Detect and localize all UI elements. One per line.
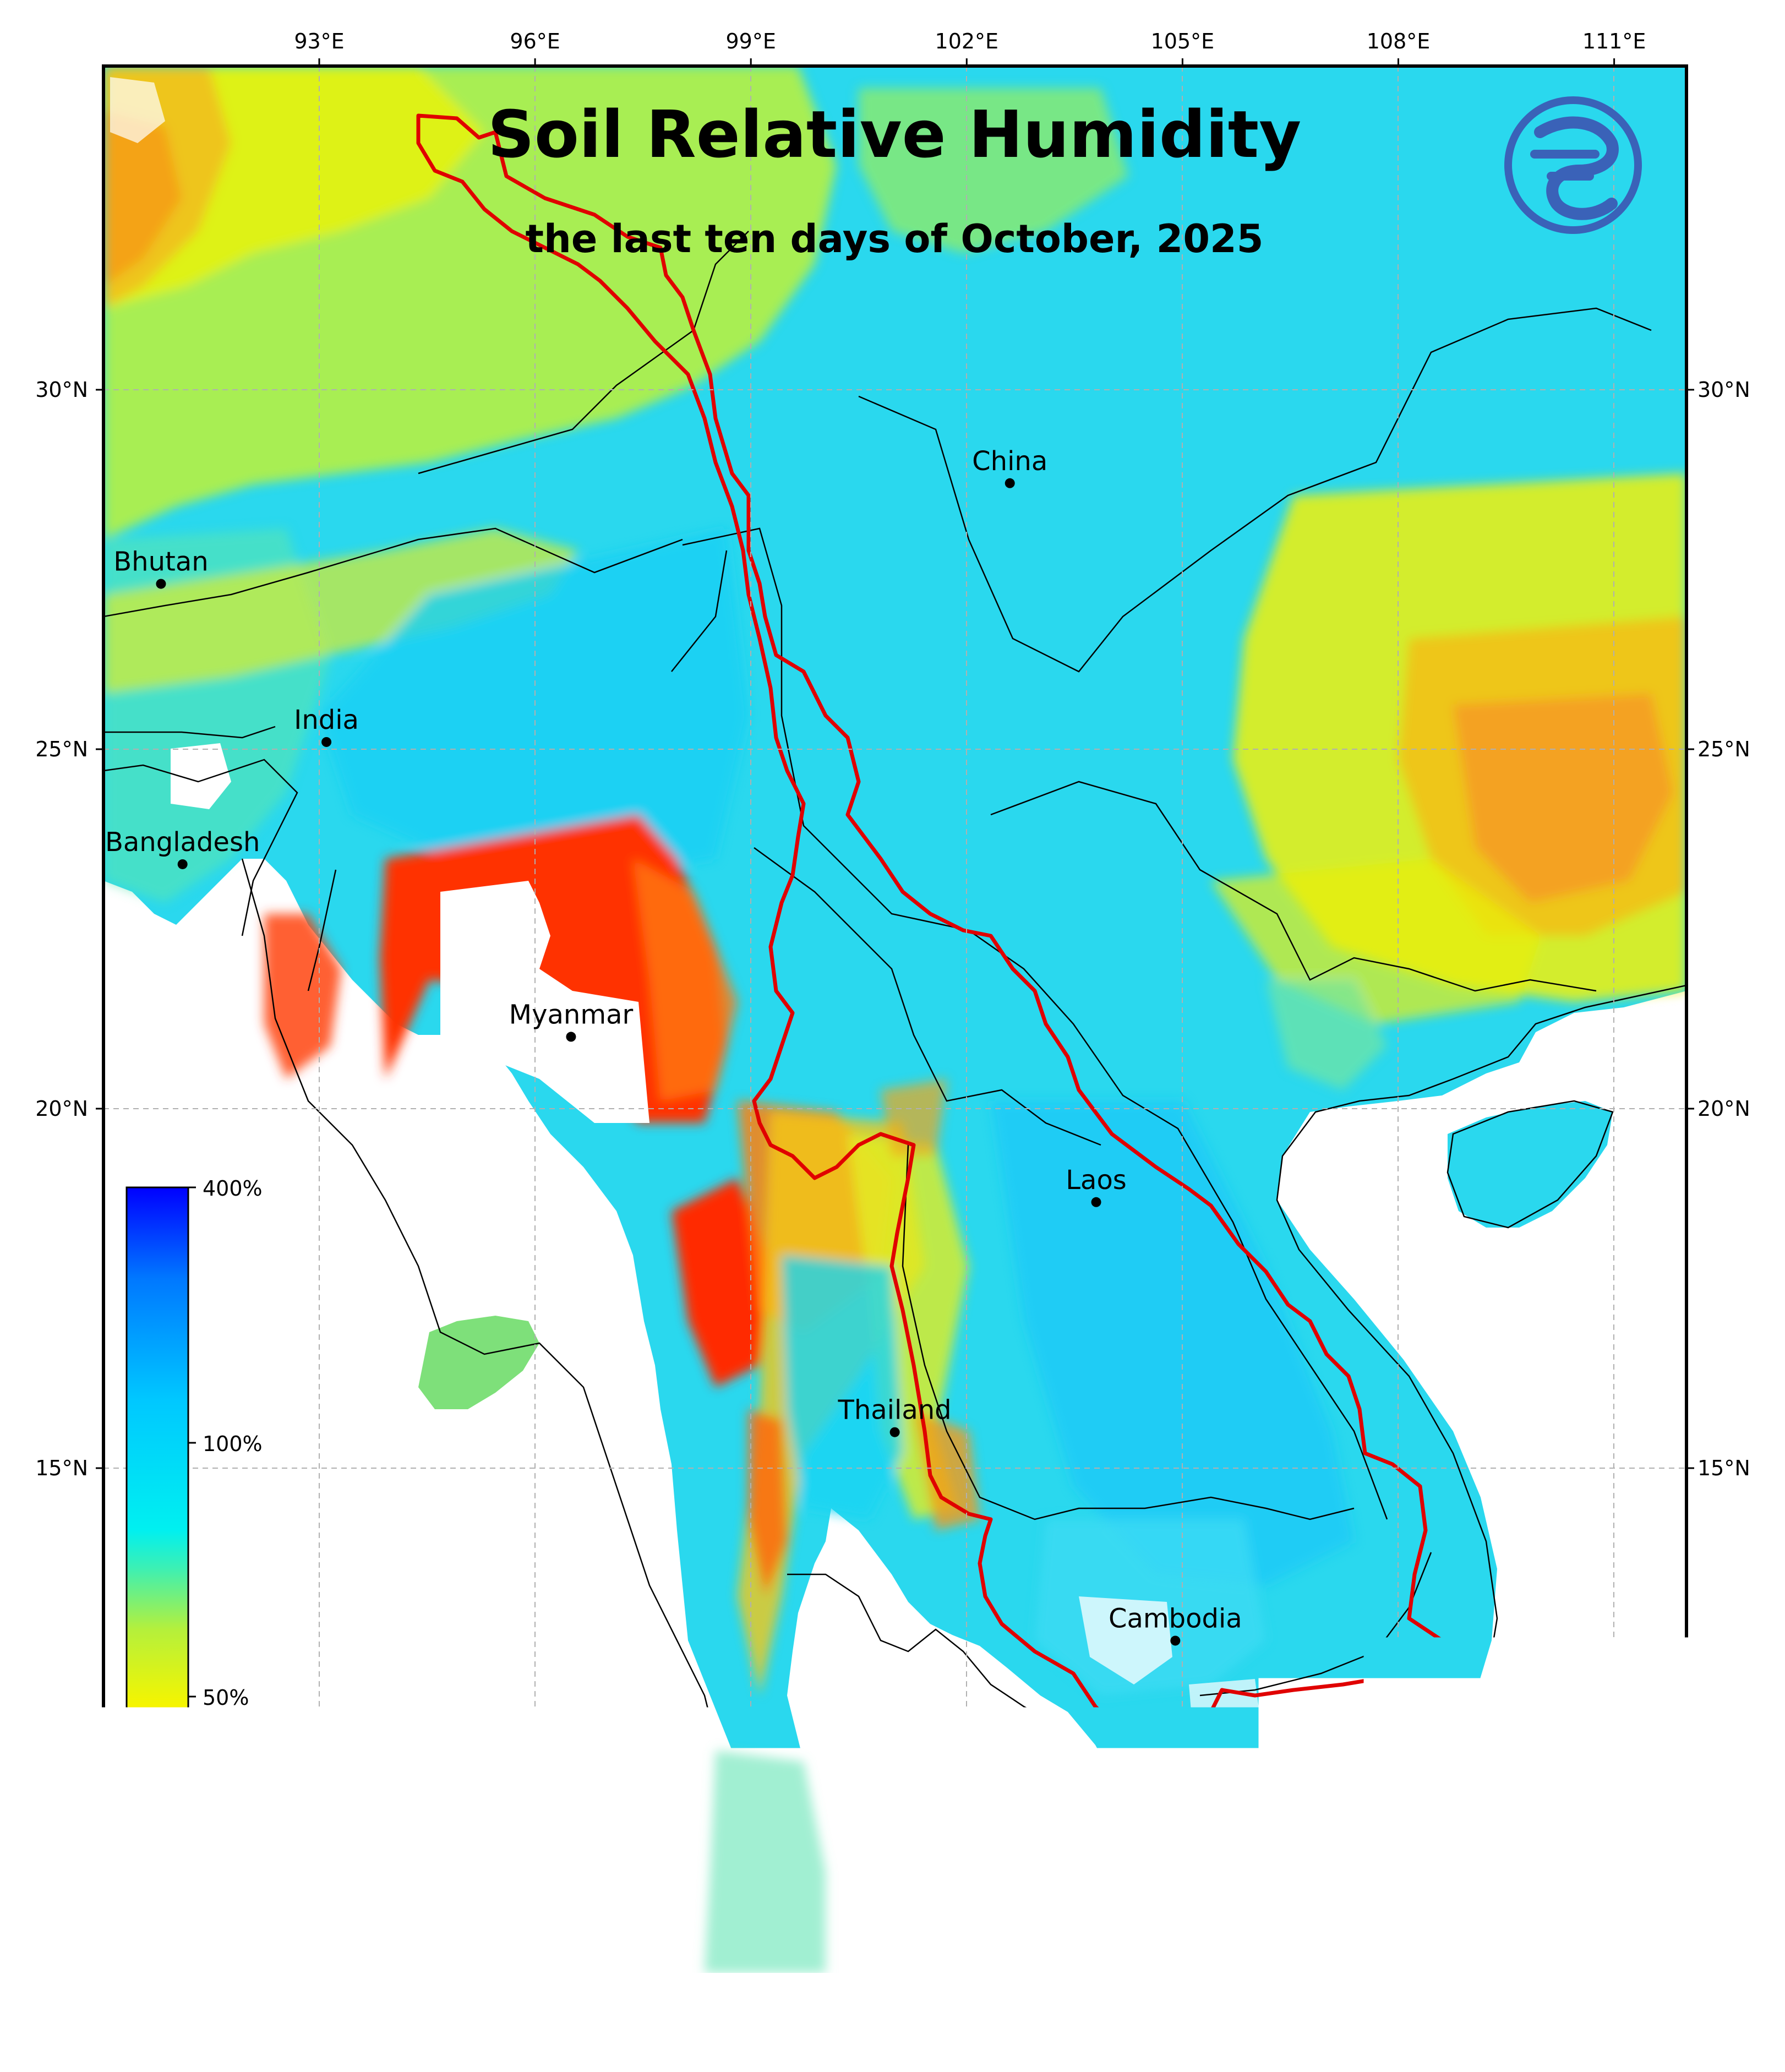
colorbar-label-50: 50% bbox=[203, 1686, 249, 1710]
lon-label-top: 111°E bbox=[1582, 29, 1646, 53]
place-marker bbox=[178, 859, 188, 869]
place-label: China bbox=[972, 446, 1047, 477]
lat-label-left: 15°N bbox=[35, 1456, 88, 1480]
place-label: Bhutan bbox=[113, 547, 208, 577]
lon-label-bottom: 111°E bbox=[1582, 1984, 1646, 2009]
lon-label-top: 96°E bbox=[510, 29, 560, 53]
map-field bbox=[103, 66, 1686, 1973]
place-label: India bbox=[294, 705, 359, 735]
colorbar-label-max: 400% bbox=[203, 1176, 263, 1201]
lon-label-top: 93°E bbox=[294, 29, 344, 53]
place-marker bbox=[321, 737, 331, 747]
map-title: Soil Relative Humidity bbox=[488, 96, 1301, 172]
lat-label-right: 10°N bbox=[1697, 1815, 1750, 1840]
lat-label-right: 25°N bbox=[1697, 737, 1750, 761]
place-marker bbox=[1170, 1635, 1180, 1645]
lon-label-bottom: 96°E bbox=[510, 1984, 560, 2009]
place-label: Cambodia bbox=[1109, 1603, 1242, 1634]
colorbar-gradient bbox=[127, 1187, 188, 1949]
place-label: Vietnam bbox=[1221, 1747, 1331, 1778]
place-label: Thailand bbox=[838, 1395, 952, 1426]
lon-label-top: 108°E bbox=[1367, 29, 1431, 53]
lon-label-top: 105°E bbox=[1151, 29, 1215, 53]
lon-label-bottom: 105°E bbox=[1151, 1984, 1215, 2009]
lat-label-left: 25°N bbox=[35, 737, 88, 761]
lon-label-bottom: 99°E bbox=[726, 1984, 776, 2009]
lon-label-bottom: 102°E bbox=[935, 1984, 999, 2009]
lat-label-left: 10°N bbox=[35, 1815, 88, 1840]
place-marker bbox=[1005, 478, 1015, 488]
place-marker bbox=[890, 1427, 900, 1437]
lat-label-left: 20°N bbox=[35, 1097, 88, 1121]
place-marker bbox=[1271, 1780, 1281, 1790]
place-marker bbox=[156, 579, 166, 589]
place-marker bbox=[1091, 1197, 1101, 1207]
place-label: Myanmar bbox=[509, 999, 634, 1030]
lat-label-left: 30°N bbox=[35, 378, 88, 402]
place-label: Laos bbox=[1066, 1165, 1127, 1196]
lat-label-right: 15°N bbox=[1697, 1456, 1750, 1480]
lon-label-bottom: 108°E bbox=[1367, 1984, 1431, 2009]
lat-label-right: 20°N bbox=[1697, 1097, 1750, 1121]
lat-label-right: 30°N bbox=[1697, 378, 1750, 402]
place-marker bbox=[566, 1032, 576, 1042]
colorbar-label-zero: 0 bbox=[203, 1938, 216, 1962]
map-subtitle: the last ten days of October, 2025 bbox=[526, 216, 1264, 261]
lon-label-top: 102°E bbox=[935, 29, 999, 53]
colorbar-label-100: 100% bbox=[203, 1432, 263, 1456]
map-approval-number: 审图号：GS京(2024)0236号 bbox=[103, 2003, 513, 2039]
place-label: Bangladesh bbox=[105, 827, 260, 858]
lon-label-top: 99°E bbox=[726, 29, 776, 53]
